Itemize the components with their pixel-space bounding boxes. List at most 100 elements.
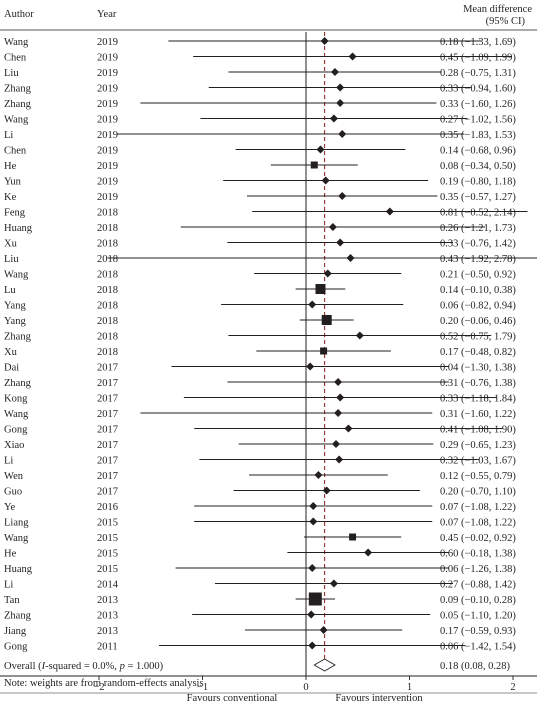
study-ci-text: 0.31 (−0.76, 1.38) xyxy=(440,378,516,389)
study-year: 2015 xyxy=(97,549,118,560)
study-year: 2018 xyxy=(97,223,118,234)
study-point-diamond xyxy=(334,378,343,386)
study-author: Zhang xyxy=(4,611,32,622)
study-ci-text: 0.19 (−0.80, 1.18) xyxy=(440,177,516,188)
study-year: 2015 xyxy=(97,564,118,575)
study-ci-text: 0.33 (−1.60, 1.26) xyxy=(440,99,516,110)
study-author: Li xyxy=(4,130,13,141)
study-point-diamond xyxy=(309,502,318,510)
x-axis-caption-left: Favours conventional xyxy=(187,693,278,704)
study-year: 2019 xyxy=(97,99,118,110)
study-ci-text: 0.28 (−0.75, 1.31) xyxy=(440,68,516,79)
study-author: Gong xyxy=(4,642,28,653)
x-axis-caption-right: Favours intervention xyxy=(335,693,423,704)
study-year: 2013 xyxy=(97,611,118,622)
study-year: 2018 xyxy=(97,347,118,358)
study-ci-text: 0.43 (−1.92, 2.78) xyxy=(440,254,516,265)
study-ci-text: 0.29 (−0.65, 1.23) xyxy=(440,440,516,451)
x-axis-tick-label: −2 xyxy=(93,682,104,693)
study-author: Yang xyxy=(4,301,26,312)
study-year: 2019 xyxy=(97,161,118,172)
study-point-diamond xyxy=(306,362,315,371)
study-point-diamond xyxy=(336,238,345,247)
study-author: Feng xyxy=(4,208,26,219)
study-point-diamond xyxy=(338,192,347,200)
study-author: Yun xyxy=(4,177,22,188)
study-point-diamond xyxy=(334,409,343,417)
study-point-diamond xyxy=(332,440,341,448)
study-ci-text: 0.05 (−1.10, 1.20) xyxy=(440,611,516,622)
study-ci-text: 0.27 (−1.02, 1.56) xyxy=(440,115,516,126)
study-point-diamond xyxy=(336,393,345,402)
study-year: 2019 xyxy=(97,177,118,188)
study-year: 2019 xyxy=(97,192,118,203)
study-author: Wang xyxy=(4,37,29,48)
study-year: 2017 xyxy=(97,487,118,498)
study-year: 2019 xyxy=(97,115,118,126)
study-point-diamond xyxy=(323,269,332,278)
study-author: Li xyxy=(4,456,13,467)
study-year: 2018 xyxy=(97,285,118,296)
study-ci-text: 0.81 (−0.52, 2.14) xyxy=(440,208,516,219)
study-ci-text: 0.35 (−0.57, 1.27) xyxy=(440,192,516,203)
study-year: 2018 xyxy=(97,316,118,327)
study-point-diamond xyxy=(335,455,344,464)
study-point-square xyxy=(349,533,357,541)
study-ci-text: 0.06 (−0.82, 0.94) xyxy=(440,301,516,312)
study-year: 2017 xyxy=(97,409,118,420)
study-year: 2017 xyxy=(97,394,118,405)
study-year: 2019 xyxy=(97,53,118,64)
x-axis-tick-label: −1 xyxy=(197,682,208,693)
study-point-diamond xyxy=(348,52,357,61)
study-year: 2019 xyxy=(97,37,118,48)
study-point-diamond xyxy=(308,564,317,572)
plot-area: −2 −1 0 1 2 Favours conventional Favours inter… xyxy=(0,32,537,704)
study-ci-text: 0.26 (−1.21, 1.73) xyxy=(440,223,516,234)
study-ci-text: 0.60 (−0.18, 1.38) xyxy=(440,549,516,560)
study-year: 2019 xyxy=(97,68,118,79)
study-author: Xu xyxy=(4,239,18,250)
study-ci-text: 0.07 (−1.08, 1.22) xyxy=(440,518,516,529)
study-author: He xyxy=(4,549,17,560)
study-point-diamond xyxy=(319,626,328,634)
study-author: Kong xyxy=(4,394,28,405)
study-year: 2013 xyxy=(97,626,118,637)
study-author: Zhang xyxy=(4,99,32,110)
study-ci-text: 0.06 (−1.26, 1.38) xyxy=(440,564,516,575)
study-author: Wen xyxy=(4,471,24,482)
study-ci-text: 0.31 (−1.60, 1.22) xyxy=(440,409,516,420)
study-year: 2015 xyxy=(97,518,118,529)
study-point-square xyxy=(315,284,326,294)
study-ci-text: 0.45 (−0.02, 0.92) xyxy=(440,533,516,544)
study-ci-text: 0.18 (−1.33, 1.69) xyxy=(440,37,516,48)
study-author: Yang xyxy=(4,316,26,327)
study-rows: Wang 2019 0.18 (−1.33, 1.69) Chen 2019 0.45 (… xyxy=(4,37,516,653)
study-point-diamond xyxy=(329,114,338,123)
study-point-diamond xyxy=(346,254,355,262)
study-author: Huang xyxy=(4,223,33,234)
x-axis-tick-label: 2 xyxy=(510,682,515,693)
study-year: 2019 xyxy=(97,130,118,141)
study-author: Lu xyxy=(4,285,16,296)
study-year: 2019 xyxy=(97,146,118,157)
study-ci-text: 0.33 (−0.94, 1.60) xyxy=(440,84,516,95)
study-author: Wang xyxy=(4,270,29,281)
study-point-diamond xyxy=(364,548,373,557)
study-author: Liu xyxy=(4,68,19,79)
overall-diamond xyxy=(313,658,336,672)
study-ci-text: 0.14 (−0.68, 0.96) xyxy=(440,146,516,157)
study-point-diamond xyxy=(330,68,339,76)
study-year: 2016 xyxy=(97,502,118,513)
study-point-square xyxy=(308,592,322,606)
study-author: Xu xyxy=(4,347,18,358)
study-ci-text: 0.21 (−0.50, 0.92) xyxy=(440,270,516,281)
study-point-diamond xyxy=(321,176,330,185)
study-author: Zhang xyxy=(4,332,32,343)
study-point-diamond xyxy=(329,579,338,588)
study-point-diamond xyxy=(308,641,317,650)
study-year: 2018 xyxy=(97,239,118,250)
study-author: Dai xyxy=(4,363,19,374)
study-author: Ye xyxy=(4,502,16,513)
header-effect-line2: (95% CI) xyxy=(486,16,526,27)
study-author: Huang xyxy=(4,564,33,575)
